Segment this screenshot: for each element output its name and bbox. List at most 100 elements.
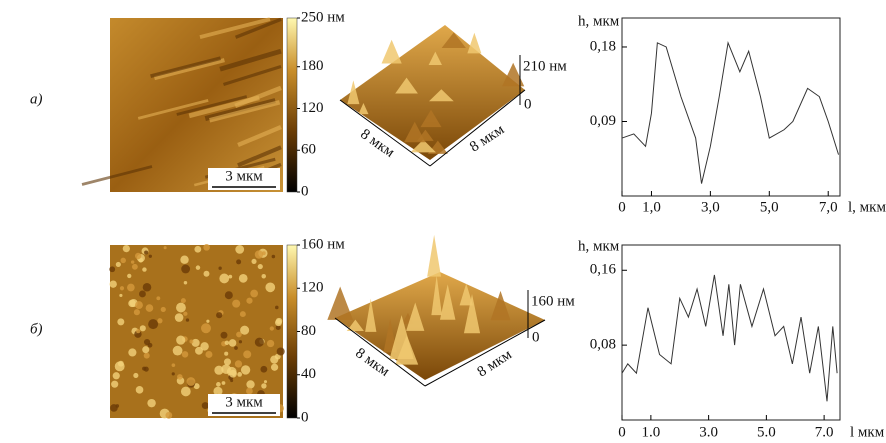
colorbar-tick-label: 180 [301, 58, 324, 74]
afm-texture [183, 312, 187, 316]
surface-z-min: 0 [532, 329, 540, 345]
afm-texture [156, 296, 160, 300]
afm-texture [234, 346, 238, 350]
scale-bar-label: 3 мкм [225, 168, 263, 184]
afm-texture [127, 284, 135, 292]
afm-texture [270, 355, 278, 363]
x-axis-label: l, мкм [848, 199, 886, 215]
colorbar-tick-label: 0 [301, 409, 309, 425]
afm-texture [265, 282, 275, 292]
afm-texture [216, 382, 221, 387]
afm-texture [144, 250, 148, 254]
afm-texture [146, 304, 154, 312]
afm-texture [203, 244, 210, 251]
x-tick-label: 1,0 [642, 199, 661, 215]
afm-texture [136, 386, 144, 394]
afm-texture [195, 347, 203, 355]
afm-texture [189, 340, 193, 344]
afm-texture [236, 259, 241, 264]
afm-texture [176, 303, 186, 313]
afm-texture [204, 271, 210, 277]
afm-texture [135, 253, 141, 259]
colorbar [287, 245, 297, 418]
x-tick-label: 1.0 [641, 424, 660, 440]
afm-texture [216, 312, 222, 318]
afm-texture [275, 319, 282, 326]
y-axis-label: h, мкм [578, 13, 620, 29]
afm-texture [149, 255, 152, 258]
afm-texture [224, 358, 231, 365]
x-tick-label: 0 [618, 199, 626, 215]
afm-texture [181, 265, 190, 274]
afm-texture [240, 311, 246, 317]
afm-texture [261, 383, 266, 388]
panel-label: а) [30, 91, 43, 107]
afm-texture [157, 318, 162, 323]
afm-texture [239, 274, 248, 283]
afm-texture [261, 274, 265, 278]
afm-texture [221, 332, 228, 339]
colorbar-tick-label: 120 [301, 280, 324, 296]
x-tick-label: 7,0 [819, 199, 838, 215]
afm-texture [235, 360, 242, 367]
afm-texture [184, 281, 187, 284]
afm-texture [165, 412, 172, 419]
colorbar-tick-label: 80 [301, 323, 316, 339]
colorbar-tick-label: 40 [301, 366, 316, 382]
afm-texture [240, 326, 249, 335]
afm-texture [225, 341, 230, 346]
afm-texture [201, 323, 211, 333]
afm-texture [119, 294, 122, 297]
afm-texture [142, 346, 149, 353]
x-tick-label: 0 [618, 424, 626, 440]
surface-peak [427, 235, 441, 277]
x-tick-label: 3,0 [701, 199, 720, 215]
afm-texture [111, 381, 118, 388]
afm-texture [255, 250, 263, 258]
afm-texture [251, 259, 256, 264]
afm-texture [172, 372, 175, 375]
afm-texture [219, 274, 229, 284]
afm-texture [128, 300, 135, 307]
afm-texture [271, 364, 278, 371]
afm-texture [206, 320, 209, 323]
afm-texture [123, 245, 130, 252]
surface-z-min: 0 [524, 96, 532, 112]
afm-texture [176, 336, 185, 345]
afm-texture [144, 353, 150, 359]
y-tick-label: 0,18 [590, 38, 616, 54]
afm-texture [260, 366, 267, 373]
afm-texture [218, 267, 221, 270]
afm-texture [275, 306, 279, 310]
afm-texture [221, 364, 231, 374]
afm-texture [115, 404, 119, 408]
afm-texture [142, 267, 146, 271]
afm-texture [115, 361, 125, 371]
panel-label: б) [30, 321, 43, 337]
afm-texture [175, 313, 184, 322]
afm-texture [237, 372, 242, 377]
colorbar [287, 18, 297, 192]
afm-texture [117, 318, 124, 325]
afm-texture [270, 326, 274, 330]
afm-texture [235, 245, 244, 254]
afm-texture [239, 340, 242, 343]
afm-texture [134, 309, 140, 315]
y-tick-label: 0,09 [590, 113, 616, 129]
afm-texture [140, 325, 146, 331]
afm-texture [224, 352, 228, 356]
afm-texture [133, 373, 138, 378]
afm-texture [258, 264, 263, 269]
surface-peak [327, 286, 353, 319]
colorbar-tick-label: 250 нм [301, 9, 345, 25]
afm-texture [128, 348, 136, 356]
afm-texture [186, 318, 189, 321]
surface-z-max: 160 нм [531, 293, 575, 309]
figure: а)3 мкм250 нм1801206008 мкм8 мкм210 нм00… [0, 0, 886, 443]
afm-texture [246, 388, 253, 395]
afm-texture [164, 246, 167, 249]
x-axis-label: l мкм [850, 424, 885, 440]
afm-texture [136, 329, 140, 333]
afm-texture [135, 301, 143, 309]
